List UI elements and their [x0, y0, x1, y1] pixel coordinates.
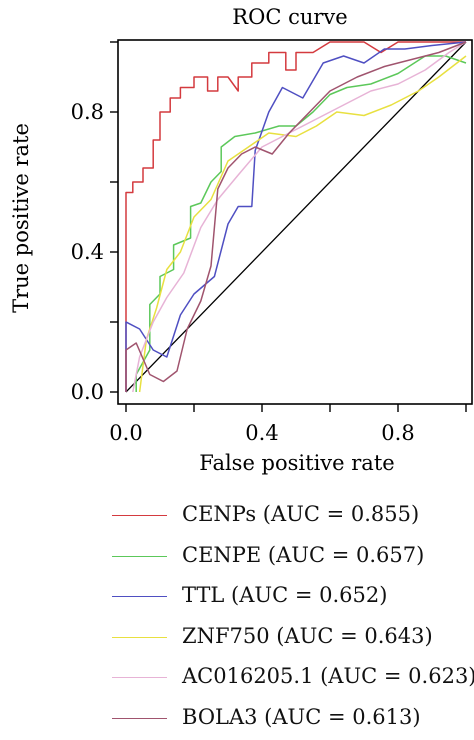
legend-item: TTL (AUC = 0.652)	[112, 577, 472, 618]
legend-item: AC016205.1 (AUC = 0.623)	[112, 658, 474, 699]
y-tick-label: 0.0	[71, 380, 104, 404]
y-axis-title: True positive rate	[9, 123, 33, 313]
legend-label: AC016205.1 (AUC = 0.623)	[182, 664, 474, 689]
legend-label: CENPE (AUC = 0.657)	[182, 542, 425, 567]
legend-label: ZNF750 (AUC = 0.643)	[182, 623, 433, 648]
y-tick-label: 0.8	[71, 100, 104, 124]
legend-item: CENPs (AUC = 0.855)	[112, 496, 472, 537]
legend-label: BOLA3 (AUC = 0.613)	[182, 704, 421, 729]
legend: CENPs (AUC = 0.855) CENPE (AUC = 0.657) TT…	[112, 496, 474, 740]
series-line-2	[125, 41, 467, 392]
legend-swatch	[112, 636, 167, 638]
legend-swatch	[112, 677, 167, 679]
y-tick-label: 0.4	[71, 240, 104, 264]
series-line-4	[132, 41, 467, 393]
x-tick-label: 0.0	[109, 421, 142, 445]
legend-swatch	[112, 717, 167, 719]
legend-swatch	[112, 555, 167, 557]
plot-frame	[117, 39, 473, 405]
legend-label: CENPs (AUC = 0.855)	[182, 502, 420, 526]
series-line-5	[125, 41, 467, 392]
legend-item: BOLA3 (AUC = 0.613)	[112, 699, 472, 740]
legend-swatch	[112, 596, 167, 598]
legend-item: ZNF750 (AUC = 0.643)	[112, 618, 472, 659]
series-line-0	[125, 41, 466, 392]
series-line-3	[138, 55, 467, 393]
chart-title: ROC curve	[232, 5, 347, 29]
legend-swatch	[112, 515, 167, 516]
x-tick-label: 0.4	[245, 421, 278, 445]
legend-item: CENPE (AUC = 0.657)	[112, 537, 472, 578]
reference-diagonal	[125, 41, 467, 393]
series-line-1	[135, 55, 467, 392]
legend-label: TTL (AUC = 0.652)	[182, 583, 388, 608]
roc-chart: ROC curve 0.0 0.4 0.8 0.0 0.4 0.8 False posi…	[9, 5, 473, 475]
x-tick-label: 0.8	[381, 421, 414, 445]
x-axis-title: False positive rate	[199, 451, 394, 475]
